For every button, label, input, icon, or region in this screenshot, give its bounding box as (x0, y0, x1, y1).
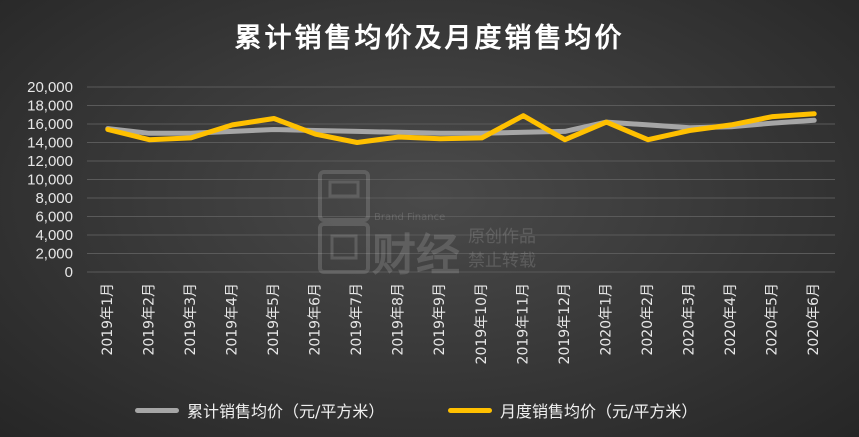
y-tick-label: 12,000 (27, 153, 73, 170)
x-tick-label: 2019年7月 (349, 283, 365, 356)
x-tick-label: 2020年6月 (806, 283, 822, 356)
x-tick-label: 2019年3月 (183, 283, 199, 356)
y-tick-label: 0 (65, 264, 73, 281)
x-tick-label: 2020年3月 (682, 283, 698, 356)
legend-item-cumulative: 累计销售均价（元/平方米） (135, 398, 384, 422)
y-tick-label: 20,000 (27, 79, 73, 96)
y-tick-label: 14,000 (27, 135, 73, 152)
legend-label-cumulative: 累计销售均价（元/平方米） (187, 402, 385, 421)
x-tick-label: 2019年12月 (557, 283, 573, 364)
legend-swatch-cumulative (135, 407, 179, 413)
y-tick-label: 16,000 (27, 116, 73, 133)
chart-legend: 累计销售均价（元/平方米） 月度销售均价（元/平方米） (0, 398, 859, 422)
x-tick-label: 2019年4月 (224, 283, 240, 356)
series-line-monthly (105, 111, 817, 145)
y-tick-label: 4,000 (35, 227, 73, 244)
x-tick-label: 2020年2月 (640, 283, 656, 356)
x-tick-label: 2019年9月 (432, 283, 448, 356)
legend-swatch-monthly (448, 407, 492, 413)
x-tick-label: 2020年4月 (723, 283, 739, 356)
y-tick-label: 18,000 (27, 98, 73, 115)
x-tick-label: 2019年6月 (308, 283, 324, 356)
y-tick-label: 8,000 (35, 190, 73, 207)
x-tick-label: 2019年11月 (515, 283, 531, 364)
y-tick-label: 10,000 (27, 172, 73, 189)
chart-title: 累计销售均价及月度销售均价 (234, 23, 625, 54)
y-tick-label: 2,000 (35, 246, 73, 263)
legend-label-monthly: 月度销售均价（元/平方米） (500, 402, 698, 421)
x-tick-label: 2019年8月 (391, 283, 407, 356)
x-tick-label: 2019年1月 (100, 283, 116, 356)
x-tick-label: 2019年5月 (266, 283, 282, 356)
y-tick-label: 6,000 (35, 209, 73, 226)
x-tick-label: 2019年10月 (474, 283, 490, 364)
x-tick-label: 2019年2月 (141, 283, 157, 356)
x-tick-label: 2020年1月 (598, 283, 614, 356)
legend-item-monthly: 月度销售均价（元/平方米） (448, 398, 697, 422)
x-tick-label: 2020年5月 (765, 283, 781, 356)
